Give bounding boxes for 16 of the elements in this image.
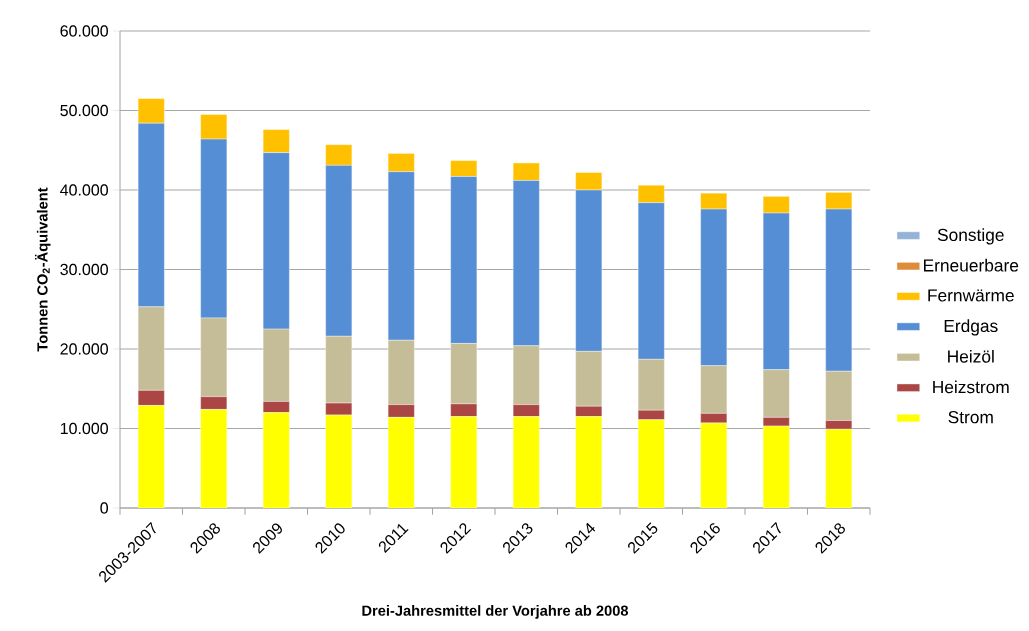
y-tick-label: 10.000 [60,422,108,435]
legend-label: Heizstrom [933,380,1009,394]
legend-label: Erdgas [944,319,998,336]
y-tick-label: 0 [100,502,109,514]
x-axis-title: Drei-Jahresmittel der Vorjahre ab 2008 [362,605,629,619]
legend-label: Strom [948,411,993,424]
y-tick-label: 20.000 [60,343,108,355]
legend-label: Heizöl [948,349,994,363]
y-tick-label: 40.000 [60,184,108,196]
y-tick-label: 60.000 [60,25,108,37]
y-axis-title: Tonnen CO$_{2}$-Äquivalent [34,187,51,352]
legend-label: Sonstige [937,228,1004,245]
legend-label: Fernwärme [928,289,1014,302]
legend-label: Erneuerbare [924,258,1019,272]
y-tick-label: 50.000 [60,104,108,117]
y-tick-label: 30.000 [60,263,108,276]
